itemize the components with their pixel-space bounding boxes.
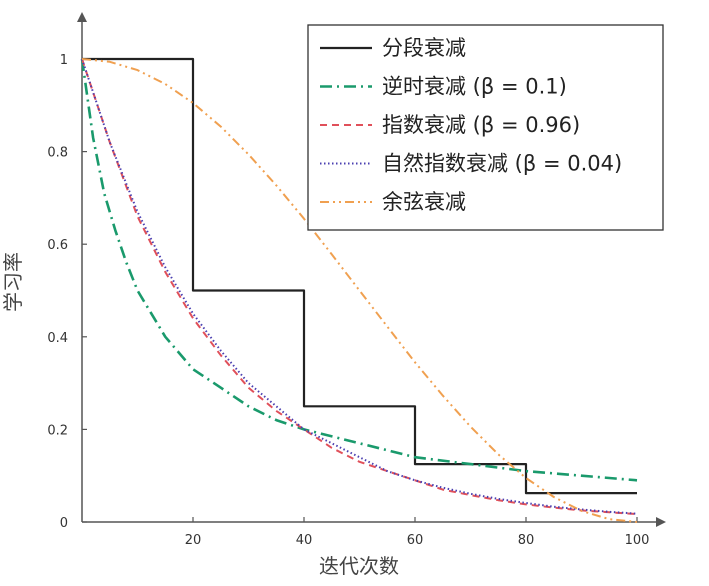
- legend-label-2: 指数衰减 (β = 0.96): [382, 113, 580, 137]
- y-tick-label: 0: [60, 516, 68, 531]
- series-line-0: [82, 57, 637, 495]
- legend-label-0: 分段衰减: [382, 36, 466, 60]
- x-axis-title: 迭代次数: [319, 554, 399, 578]
- x-tick-label: 40: [296, 533, 313, 548]
- series-layer: [80, 57, 638, 523]
- x-tick-label: 80: [518, 533, 535, 548]
- y-tick-label: 0.8: [47, 146, 68, 161]
- x-tick-label: 100: [625, 533, 650, 548]
- legend-label-3: 自然指数衰减 (β = 0.04): [382, 152, 622, 176]
- y-tick-label: 0.6: [47, 238, 68, 253]
- y-tick-label: 0.4: [47, 331, 68, 346]
- y-axis-arrow-icon: [77, 12, 87, 22]
- legend-label-1: 逆时衰减 (β = 0.1): [382, 75, 567, 99]
- ticks: 20 40 60 80 100 0 0.2 0.4 0.6 0.8 1: [47, 53, 649, 548]
- y-tick-label: 1: [60, 53, 68, 68]
- x-tick-label: 20: [185, 533, 202, 548]
- series-line-2: [81, 58, 638, 516]
- x-axis-arrow-icon: [656, 517, 666, 527]
- legend-label-4: 余弦衰减: [382, 190, 466, 214]
- x-tick-label: 60: [407, 533, 424, 548]
- axes: [77, 12, 666, 527]
- legend-box: [307, 24, 664, 231]
- y-axis-title: 学习率: [1, 252, 25, 312]
- series-line-1: [80, 58, 638, 482]
- y-tick-label: 0.2: [47, 423, 68, 438]
